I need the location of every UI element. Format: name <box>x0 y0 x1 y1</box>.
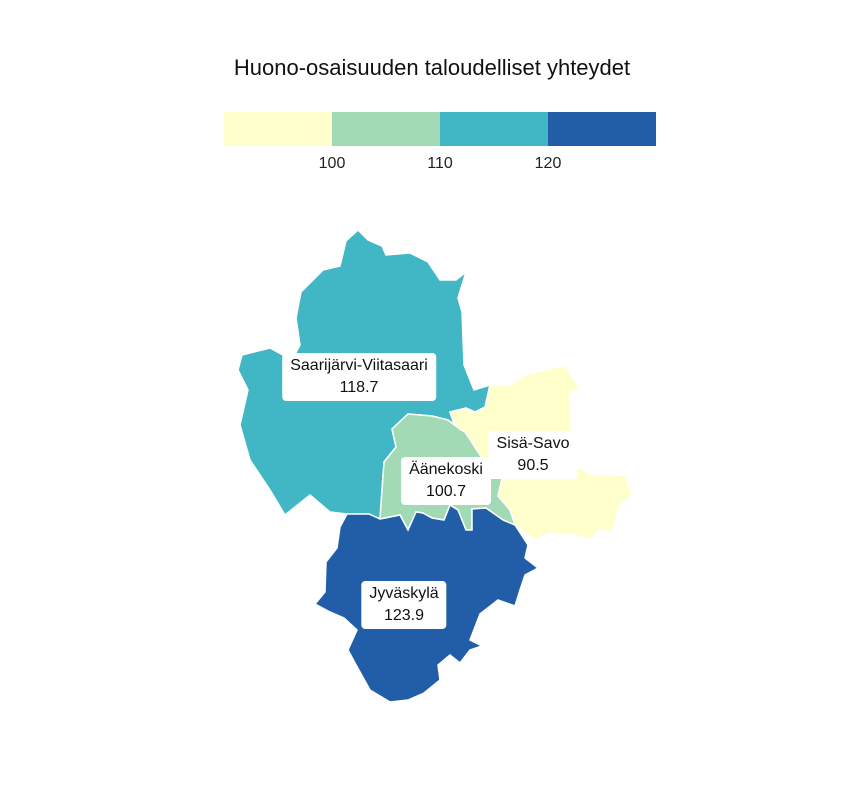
map-title: Huono-osaisuuden taloudelliset yhteydet <box>233 55 631 80</box>
label-sisa-savo: Sisä-Savo 90.5 <box>488 431 578 479</box>
legend-bin-4 <box>548 112 656 146</box>
region-name: Saarijärvi-Viitasaari <box>290 357 428 374</box>
legend-tick: 100 <box>318 155 346 172</box>
label-jyvaskyla: Jyväskylä 123.9 <box>361 581 447 629</box>
legend-bin-1 <box>224 112 332 146</box>
label-saarijarvi-viitasaari: Saarijärvi-Viitasaari 118.7 <box>282 353 436 401</box>
legend-tick: 110 <box>427 155 453 172</box>
color-legend <box>224 112 656 146</box>
legend-tick: 120 <box>534 155 562 172</box>
region-value: 90.5 <box>517 457 549 474</box>
region-name: Sisä-Savo <box>496 435 570 452</box>
region-value: 118.7 <box>339 379 379 396</box>
region-name: Jyväskylä <box>369 585 439 602</box>
region-value: 100.7 <box>425 483 467 500</box>
region-value: 123.9 <box>383 607 425 624</box>
region-name: Äänekoski <box>409 461 483 478</box>
legend-bin-2 <box>332 112 440 146</box>
legend-bin-3 <box>440 112 548 146</box>
label-aanekoski: Äänekoski 100.7 <box>401 457 491 505</box>
